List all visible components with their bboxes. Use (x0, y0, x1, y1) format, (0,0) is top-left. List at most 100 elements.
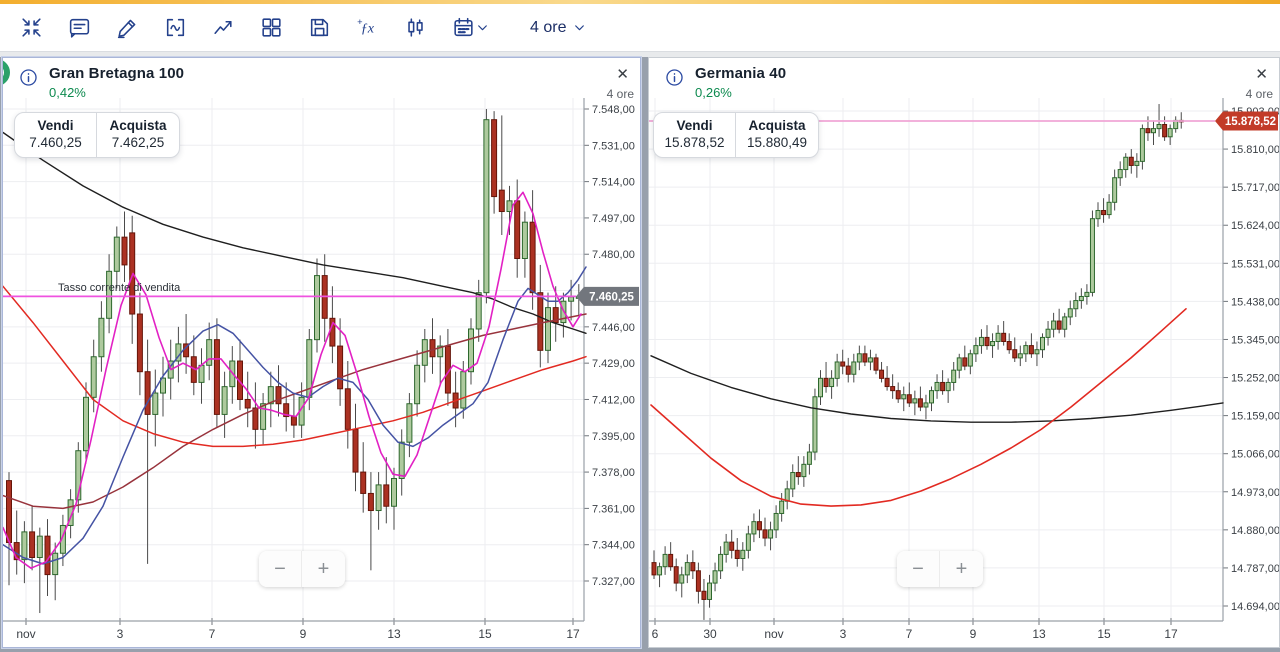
date-axis-label: 17 (1164, 627, 1178, 641)
close-icon[interactable]: ✕ (1253, 63, 1270, 85)
chart-panel-gran-bretagna-100: 7.548,00 7.531,00 7.514,00 7.497,00 7.480,00… (2, 57, 641, 648)
price-line-label: Tasso corrente di vendita (58, 282, 181, 294)
price-axis-label: 15.438,00 (1231, 296, 1280, 308)
price-axis-label: 15.717,00 (1231, 182, 1280, 194)
sell-button[interactable]: Vendi 15.878,52 (654, 113, 736, 157)
candles (651, 104, 1184, 620)
price-axis-label: 7.327,00 (592, 576, 635, 588)
date-axis-label: 6 (652, 627, 659, 641)
sell-price: 7.460,25 (29, 135, 82, 150)
current-price-line: Tasso corrente di vendita 7.460,25 (3, 282, 639, 306)
indicators-icon[interactable] (160, 11, 190, 45)
chevron-down-icon (476, 21, 489, 34)
price-axis-label: 14.787,00 (1231, 563, 1280, 575)
date-axis-label: 30 (703, 627, 717, 641)
price-axis-label: 7.497,00 (592, 213, 635, 225)
price-axis-label: 15.159,00 (1231, 411, 1280, 423)
svg-text:7.460,25: 7.460,25 (589, 291, 634, 303)
zoom-in-button[interactable]: + (302, 551, 345, 587)
sell-label: Vendi (37, 118, 74, 133)
trend-icon[interactable] (208, 11, 238, 45)
chart-header: Gran Bretagna 100 0,42% (18, 65, 184, 100)
buy-price: 7.462,25 (111, 135, 165, 150)
zoom-controls: − + (897, 551, 983, 587)
date-axis-label: nov (16, 627, 35, 641)
sell-buy-widget: Vendi 7.460,25 Acquista 7.462,25 (14, 112, 180, 158)
price-axis-label: 14.694,00 (1231, 601, 1280, 613)
date-axis-label: 15 (478, 627, 492, 641)
date-axis-label: 13 (1032, 627, 1046, 641)
ma-black (650, 355, 1224, 423)
price-axis-label: 7.395,00 (592, 431, 635, 443)
instrument-title: Gran Bretagna 100 (49, 65, 185, 82)
chart-toolbar: ƒx + 4 ore (0, 4, 1280, 52)
chart-header: Germania 40 0,26% (664, 65, 786, 100)
timeframe-dropdown[interactable]: 4 ore (524, 18, 592, 38)
date-axis-label: 15 (1097, 627, 1111, 641)
zoom-out-button[interactable]: − (259, 551, 302, 587)
change-percent: 0,42% (49, 85, 86, 100)
notes-icon[interactable] (64, 11, 94, 45)
price-axis-label: 7.378,00 (592, 467, 635, 479)
close-icon[interactable]: ✕ (614, 63, 631, 85)
price-axis-label: 7.429,00 (592, 358, 635, 370)
zoom-out-button[interactable]: − (897, 551, 940, 587)
ma-red (650, 308, 1187, 507)
collapse-icon[interactable] (16, 11, 46, 45)
buy-label: Acquista (748, 118, 806, 133)
price-axis-label: 7.514,00 (592, 177, 635, 189)
moving-averages (3, 131, 587, 570)
ma-black (3, 131, 587, 334)
price-axis-label: 7.531,00 (592, 140, 635, 152)
save-icon[interactable] (304, 11, 334, 45)
moving-averages (650, 308, 1224, 507)
info-icon[interactable] (664, 67, 685, 88)
date-axis-label: 13 (387, 627, 401, 641)
sell-button[interactable]: Vendi 7.460,25 (15, 113, 97, 157)
change-percent: 0,26% (695, 85, 732, 100)
price-axis-label: 15.531,00 (1231, 258, 1280, 270)
info-icon[interactable] (18, 67, 39, 88)
svg-text:ƒx: ƒx (360, 21, 374, 37)
price-axis-label: 15.252,00 (1231, 373, 1280, 385)
calendar-icon[interactable] (448, 11, 492, 45)
current-price-tag: 15.878,52 (1215, 111, 1278, 131)
chevron-down-icon (573, 21, 586, 34)
price-axis-label: 15.345,00 (1231, 334, 1280, 346)
candlestick-icon[interactable] (400, 11, 430, 45)
price-axis-label: 7.446,00 (592, 322, 635, 334)
zoom-in-button[interactable]: + (940, 551, 983, 587)
date-axis-label: 7 (209, 627, 216, 641)
ma-red (3, 285, 587, 448)
price-axis-label: 7.344,00 (592, 540, 635, 552)
price-axis-label: 15.624,00 (1231, 220, 1280, 232)
price-axis-label: 15.066,00 (1231, 449, 1280, 461)
price-axis-label: 7.361,00 (592, 503, 635, 515)
date-axis-label: 3 (840, 627, 847, 641)
functions-icon[interactable]: ƒx + (352, 11, 382, 45)
date-axis-label: 3 (117, 627, 124, 641)
draw-icon[interactable] (112, 11, 142, 45)
workspace: 7.548,00 7.531,00 7.514,00 7.497,00 7.480,00… (0, 57, 1280, 652)
sell-buy-widget: Vendi 15.878,52 Acquista 15.880,49 (653, 112, 819, 158)
price-axis-label: 7.480,00 (592, 249, 635, 261)
date-axis-label: 9 (300, 627, 307, 641)
date-axis-label: 17 (566, 627, 580, 641)
price-chart: 7.548,00 7.531,00 7.514,00 7.497,00 7.480,00… (3, 98, 639, 641)
sell-price: 15.878,52 (664, 135, 725, 150)
price-axis-label: 7.412,00 (592, 394, 635, 406)
ma-maroon (3, 313, 587, 510)
toolbar-divider (0, 52, 1280, 57)
date-axis-label: nov (764, 627, 783, 641)
sell-label: Vendi (676, 118, 713, 133)
current-price-tag: 7.460,25 (576, 286, 639, 306)
buy-button[interactable]: Acquista 15.880,49 (736, 113, 818, 157)
instrument-title: Germania 40 (695, 65, 787, 82)
zoom-controls: − + (259, 551, 345, 587)
svg-text:15.878,52: 15.878,52 (1225, 116, 1276, 128)
layout-icon[interactable] (256, 11, 286, 45)
buy-button[interactable]: Acquista 7.462,25 (97, 113, 179, 157)
buy-price: 15.880,49 (746, 135, 808, 150)
ma-blue (3, 266, 587, 565)
price-axis-label: 14.973,00 (1231, 487, 1280, 499)
